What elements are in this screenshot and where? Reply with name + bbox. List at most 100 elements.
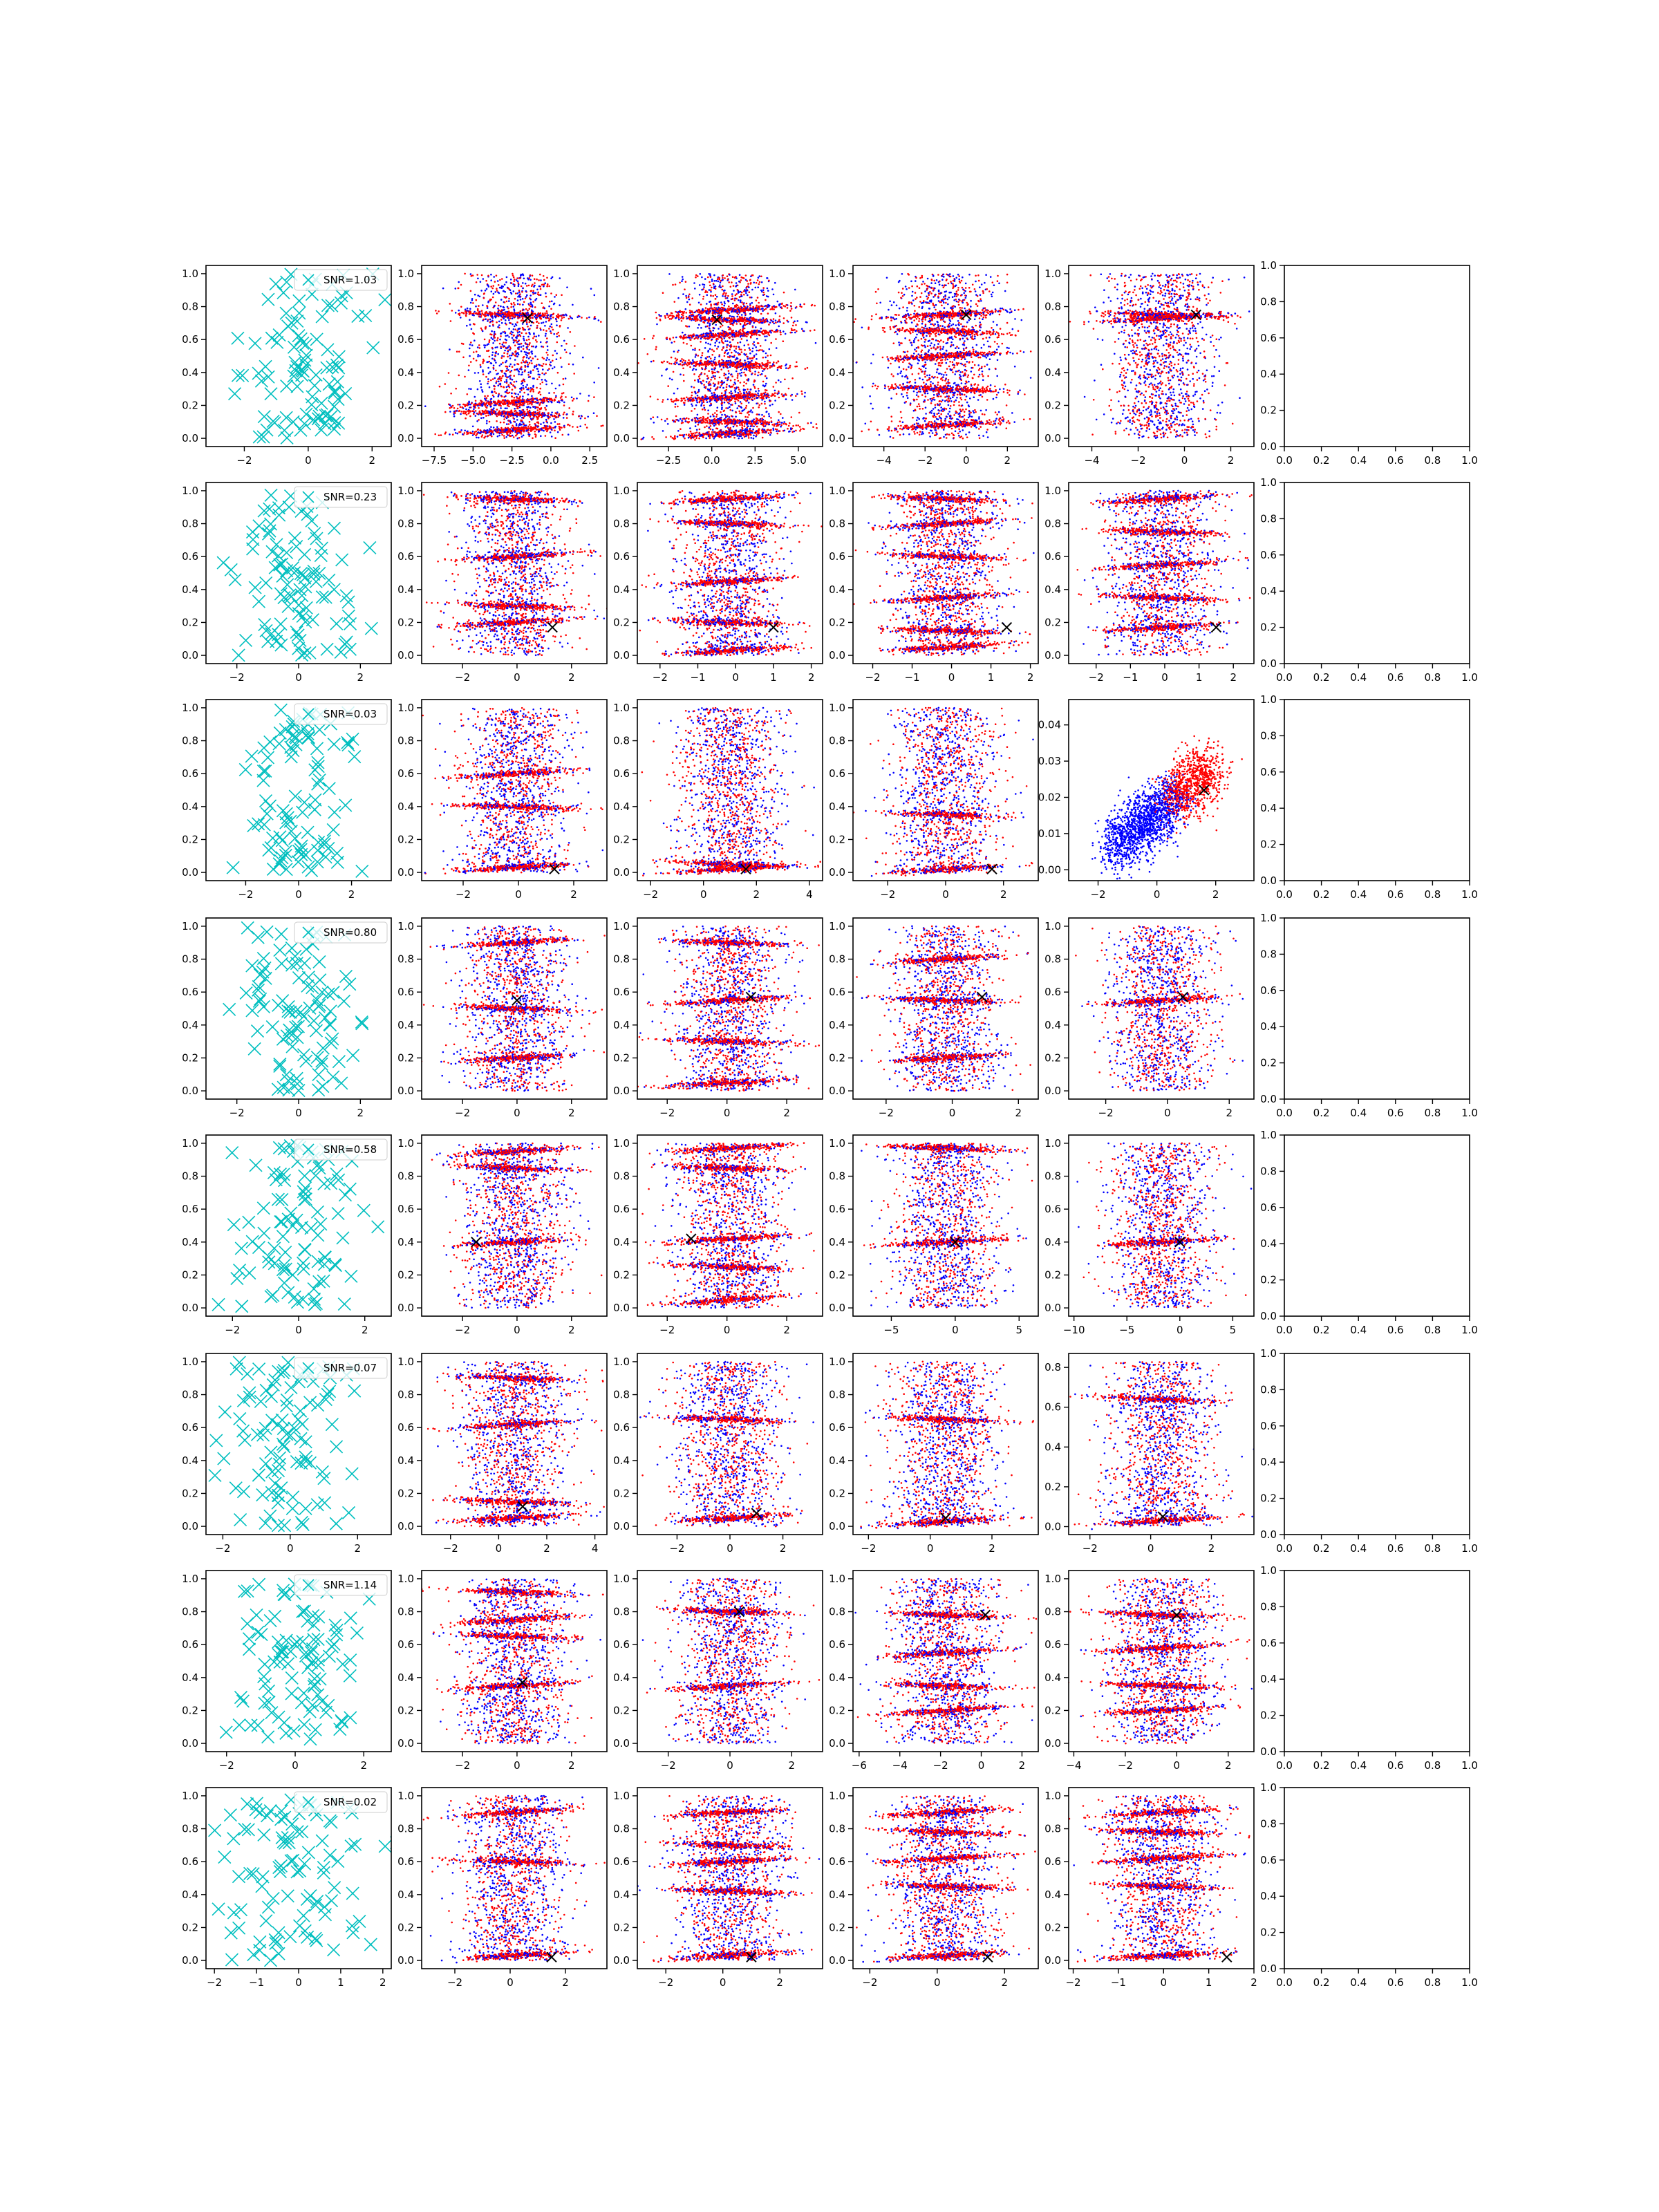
blue-point	[465, 409, 467, 411]
red-point	[551, 399, 553, 401]
red-point	[459, 315, 461, 317]
blue-point	[455, 312, 457, 314]
red-point	[465, 418, 467, 420]
red-point	[775, 382, 777, 384]
blue-point	[714, 357, 716, 359]
blue-point	[736, 435, 738, 437]
blue-point	[526, 324, 528, 326]
blue-point	[685, 295, 687, 297]
red-point	[675, 283, 677, 285]
blue-point	[762, 310, 764, 312]
red-point	[552, 329, 554, 331]
blue-point	[526, 355, 528, 357]
red-point	[508, 298, 510, 300]
red-point	[691, 410, 693, 412]
blue-point	[497, 292, 499, 294]
red-point	[507, 411, 509, 413]
red-point	[537, 292, 539, 294]
red-point	[545, 409, 547, 411]
red-point	[570, 331, 572, 333]
red-point	[513, 375, 515, 377]
red-point	[686, 326, 688, 328]
red-point	[721, 340, 723, 342]
red-point	[494, 412, 496, 414]
red-point	[494, 312, 496, 315]
red-point	[675, 419, 677, 421]
blue-point	[770, 332, 772, 334]
red-point	[600, 321, 602, 323]
red-point	[747, 395, 749, 397]
blue-point	[486, 362, 488, 364]
red-point	[505, 427, 507, 429]
red-point	[473, 358, 475, 360]
red-point	[483, 292, 485, 294]
red-point	[517, 414, 519, 416]
red-point	[791, 377, 794, 379]
red-point	[561, 319, 563, 321]
blue-point	[485, 318, 487, 320]
red-point	[713, 382, 715, 384]
blue-point	[791, 394, 793, 396]
red-point	[492, 378, 494, 380]
red-point	[760, 393, 762, 395]
red-point	[747, 283, 749, 285]
red-point	[484, 395, 486, 397]
blue-point	[697, 379, 700, 381]
blue-point	[713, 425, 715, 427]
blue-point	[554, 296, 556, 298]
red-point	[693, 386, 695, 388]
blue-point	[490, 427, 492, 429]
red-point	[561, 399, 563, 401]
red-point	[509, 432, 512, 434]
blue-point	[717, 406, 719, 409]
blue-point	[679, 373, 682, 375]
red-point	[460, 406, 462, 408]
red-point	[536, 341, 538, 343]
red-point	[514, 298, 516, 300]
blue-point	[756, 350, 758, 352]
red-point	[510, 402, 512, 404]
blue-point	[498, 395, 500, 397]
blue-point	[530, 413, 532, 415]
blue-point	[701, 383, 703, 385]
red-point	[751, 274, 753, 276]
blue-point	[551, 301, 553, 303]
red-point	[758, 342, 760, 344]
red-point	[506, 316, 508, 318]
red-point	[509, 314, 511, 316]
blue-point	[713, 438, 715, 440]
blue-point	[771, 288, 774, 290]
red-point	[767, 368, 769, 370]
blue-point	[744, 290, 747, 292]
red-point	[516, 363, 518, 365]
blue-point	[735, 277, 738, 279]
red-point	[768, 280, 770, 282]
blue-point	[727, 297, 729, 299]
red-point	[510, 322, 512, 324]
red-point	[500, 379, 502, 382]
blue-point	[535, 315, 537, 317]
blue-point	[697, 327, 699, 329]
blue-point	[517, 303, 519, 305]
red-point	[529, 403, 531, 405]
blue-point	[745, 292, 747, 294]
legend-label: SNR=1.03	[324, 274, 377, 286]
red-point	[662, 292, 664, 294]
red-point	[494, 355, 496, 357]
blue-point	[721, 395, 723, 397]
red-point	[744, 436, 746, 438]
red-point	[512, 312, 514, 315]
red-point	[476, 299, 478, 301]
blue-point	[765, 425, 767, 427]
blue-point	[668, 273, 671, 275]
blue-point	[550, 315, 552, 317]
red-point	[688, 421, 691, 423]
red-point	[532, 399, 534, 401]
red-point	[502, 362, 504, 364]
red-point	[790, 302, 792, 304]
blue-point	[502, 413, 504, 415]
blue-point	[705, 438, 707, 440]
red-point	[738, 400, 740, 402]
red-point	[758, 420, 760, 422]
red-point	[541, 315, 543, 317]
